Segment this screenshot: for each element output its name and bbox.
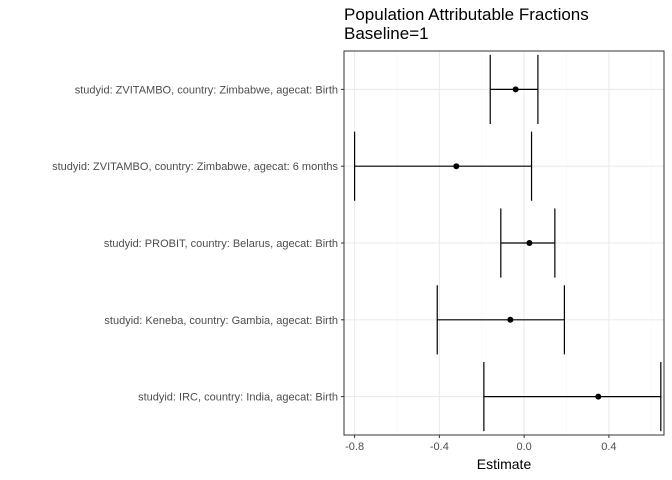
y-tick-label: studyid: ZVITAMBO, country: Zimbabwe, ag… bbox=[52, 161, 338, 173]
x-tick-label: 0.0 bbox=[516, 441, 531, 453]
estimate-point bbox=[453, 163, 460, 170]
estimate-point bbox=[507, 316, 514, 323]
estimate-point bbox=[526, 240, 533, 246]
y-tick-label: studyid: Keneba, country: Gambia, agecat… bbox=[104, 315, 338, 327]
chart-subtitle: Baseline=1 bbox=[344, 24, 429, 43]
y-tick-label: studyid: IRC, country: India, agecat: Bi… bbox=[138, 392, 338, 404]
chart-marks bbox=[353, 54, 662, 432]
axes: studyid: ZVITAMBO, country: Zimbabwe, ag… bbox=[52, 84, 616, 453]
y-tick-label: studyid: PROBIT, country: Belarus, ageca… bbox=[104, 238, 338, 250]
y-tick-label: studyid: ZVITAMBO, country: Zimbabwe, ag… bbox=[75, 84, 338, 96]
x-tick-label: 0.4 bbox=[601, 441, 616, 453]
estimate-point bbox=[595, 393, 602, 400]
chart-title: Population Attributable Fractions bbox=[344, 5, 589, 24]
x-tick-label: -0.8 bbox=[345, 441, 364, 453]
x-axis-title: Estimate bbox=[477, 456, 532, 472]
x-tick-label: -0.4 bbox=[430, 441, 449, 453]
estimate-point bbox=[512, 86, 519, 93]
